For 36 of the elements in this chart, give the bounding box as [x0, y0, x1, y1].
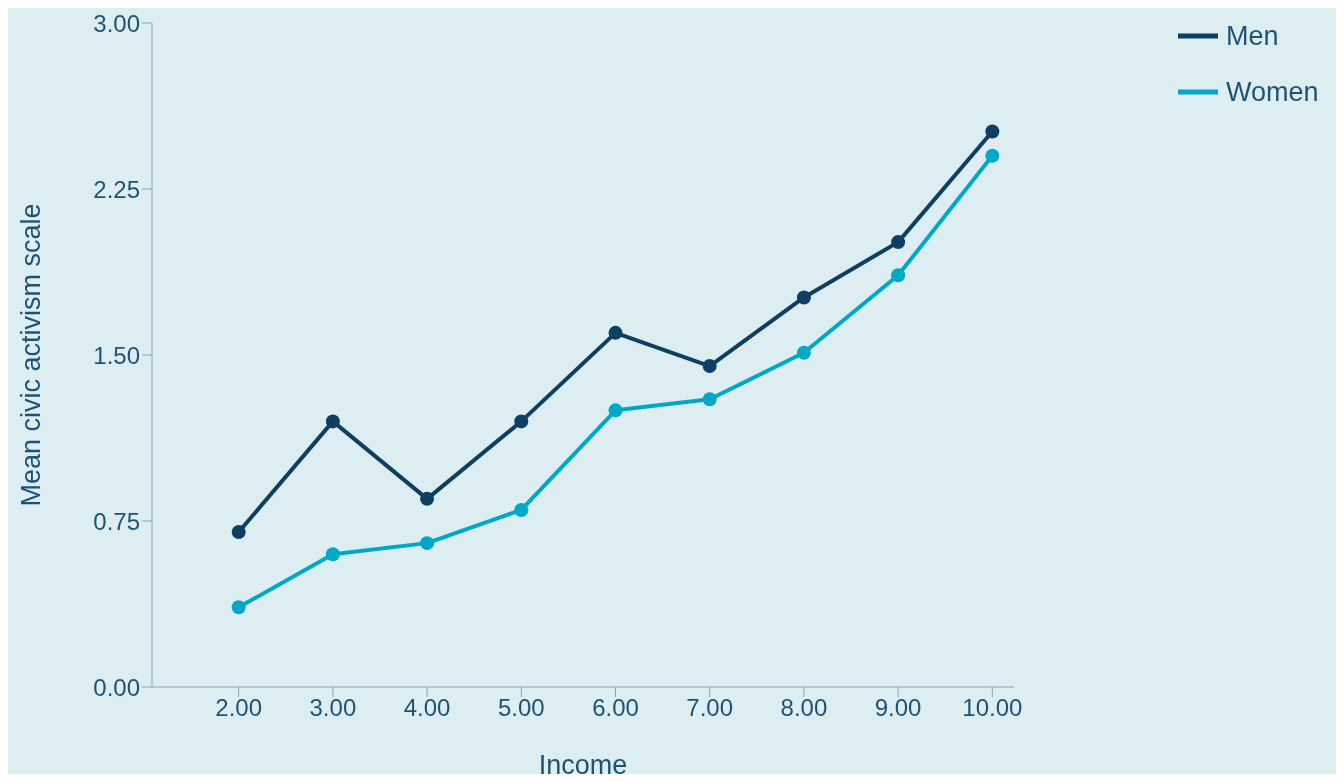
point — [891, 235, 906, 250]
point — [514, 502, 529, 517]
point — [608, 403, 623, 418]
x-tick-label: 7.00 — [686, 694, 734, 722]
point — [796, 345, 811, 360]
point — [325, 547, 340, 562]
y-tick-label: 0.00 — [93, 673, 140, 701]
y-tick-label: 0.75 — [93, 507, 140, 535]
point — [891, 268, 906, 283]
x-tick-label: 10.00 — [962, 694, 1023, 722]
x-tick-label: 3.00 — [309, 694, 357, 722]
point — [325, 414, 340, 429]
point — [420, 536, 435, 551]
point — [231, 600, 246, 615]
point — [985, 148, 1000, 163]
point — [231, 525, 246, 540]
x-tick-label: 4.00 — [403, 694, 451, 722]
y-tick-label: 2.25 — [93, 175, 140, 203]
x-tick-label: 2.00 — [215, 694, 263, 722]
x-tick-label: 5.00 — [497, 694, 545, 722]
y-tick-label: 1.50 — [93, 341, 140, 369]
y-axis-title: Mean civic activism scale — [15, 203, 46, 507]
x-tick-label: 9.00 — [874, 694, 922, 722]
y-tick-label: 3.00 — [93, 9, 140, 37]
point — [608, 325, 623, 340]
point — [702, 359, 717, 374]
point — [796, 290, 811, 305]
x-axis-title: Income — [538, 750, 628, 780]
legend-label: Women — [1226, 76, 1319, 108]
legend-label: Men — [1226, 20, 1279, 52]
point — [985, 124, 1000, 139]
point — [702, 392, 717, 407]
point — [514, 414, 529, 429]
x-tick-label: 8.00 — [780, 694, 828, 722]
x-tick-label: 6.00 — [592, 694, 639, 722]
point — [420, 491, 435, 506]
